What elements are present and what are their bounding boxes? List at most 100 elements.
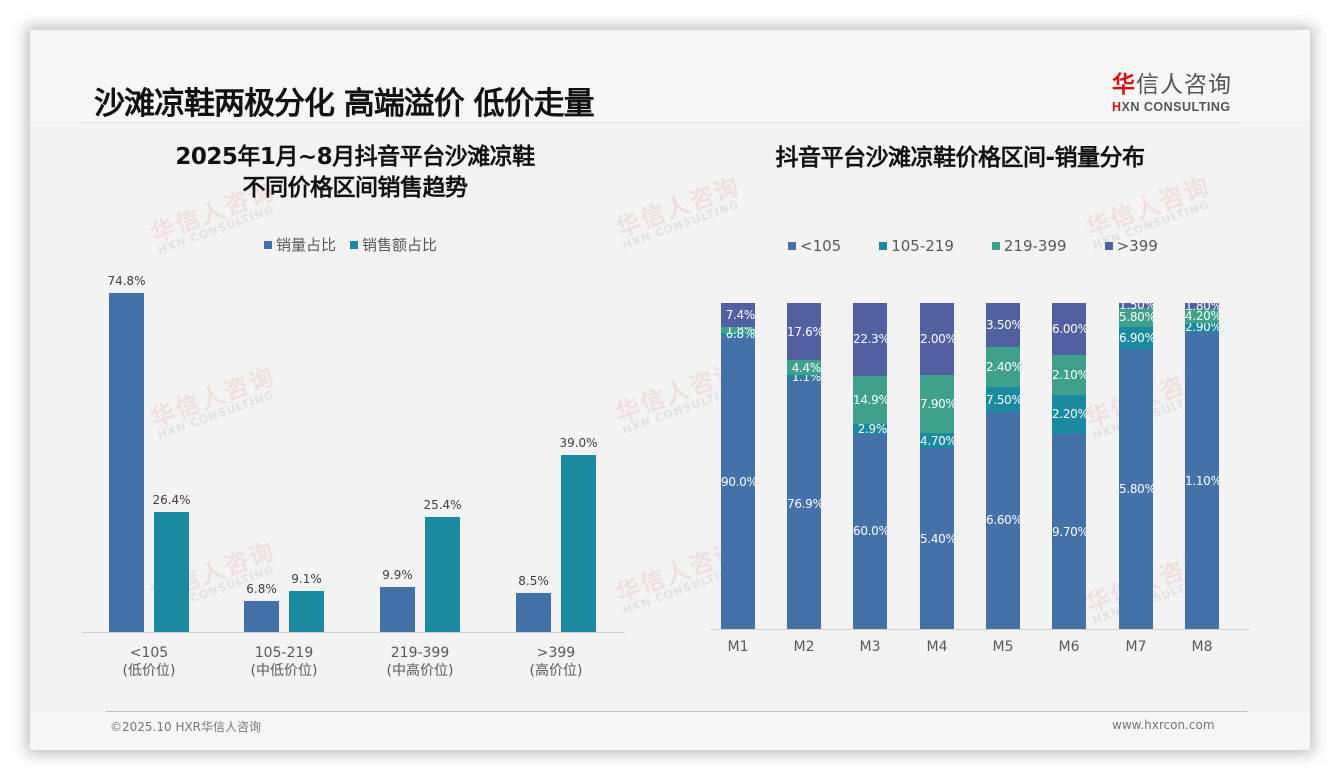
category-label-line: 105-219: [254, 645, 314, 661]
logo-text-en: XN CONSULTING: [1121, 100, 1231, 114]
segment-value-label: 60.0%: [853, 524, 887, 539]
stack-segment-gt399: [986, 303, 1020, 347]
left-chart-title-line1: 2025年1月~8月抖音平台沙滩凉鞋: [175, 144, 535, 170]
left-chart-legend: 销量占比 销售额占比: [264, 234, 451, 255]
segment-value-label: 7.4%: [725, 308, 755, 323]
legend-swatch-icon: [1104, 242, 1113, 250]
watermark-text-cn: 华信人咨询: [1082, 171, 1214, 243]
month-label: M3: [859, 639, 881, 655]
stack-segment-219-399: [1119, 307, 1153, 327]
slide: 沙滩凉鞋两极分化 高端溢价 低价走量 华信人咨询 HXN CONSULTING …: [30, 30, 1310, 750]
segment-value-label: 6.00%: [1052, 322, 1086, 337]
segment-value-label: 2.40%: [986, 360, 1020, 375]
category-label-line: (高价位): [529, 663, 583, 679]
stack-segment-gt399: [1185, 303, 1219, 309]
segment-value-label: 17.6%: [787, 324, 821, 339]
stack-segment-219-399: [787, 360, 821, 375]
segment-value-label: 2.9%: [857, 421, 887, 436]
legend-item-sales-volume: 销量占比: [264, 234, 336, 255]
month-label: M5: [992, 639, 1014, 655]
stack-segment-219-399: [721, 327, 755, 333]
left-chart-title: 2025年1月~8月抖音平台沙滩凉鞋 不同价格区间销售趋势: [120, 142, 590, 204]
legend-label: >399: [1116, 237, 1158, 255]
segment-value-label: 90.0%: [721, 475, 755, 490]
header-background: [30, 30, 1310, 122]
segment-value-label: 5.80%: [1119, 310, 1153, 325]
segment-value-label: 4.70%: [920, 433, 954, 448]
watermark-text-cn: 华信人咨询: [147, 361, 279, 433]
segment-value-label: 76.9%: [787, 496, 821, 511]
legend-label: 105-219: [891, 237, 954, 255]
stack-segment-lt105: [1185, 332, 1219, 629]
category-label-line: 219-399: [390, 645, 450, 661]
segment-value-label: 1.80%: [1185, 298, 1219, 313]
month-label: M8: [1191, 639, 1213, 655]
stack-segment-gt399: [1052, 303, 1086, 356]
legend-item-219-399: 219-399: [991, 237, 1067, 255]
legend-swatch-icon: [264, 240, 272, 249]
stack-segment-lt105: [721, 335, 755, 629]
category-label: >399 (高价位): [496, 644, 616, 680]
stack-segment-gt399: [787, 303, 821, 361]
legend-label: 219-399: [1003, 237, 1067, 255]
bar-value-label: 25.4%: [423, 497, 462, 512]
segment-value-label: 1.50%: [1119, 298, 1153, 313]
segment-value-label: 2.90%: [1185, 320, 1219, 335]
bar-value-label: 74.8%: [107, 274, 146, 288]
segment-value-label: 2.10%: [1052, 367, 1086, 382]
legend-item-105-219: 105-219: [879, 237, 954, 255]
stack-segment-gt399: [721, 303, 755, 328]
segment-value-label: 2.00%: [920, 331, 954, 346]
month-label: M2: [793, 639, 815, 655]
bar-sales-volume: [516, 593, 551, 632]
stack-segment-lt105: [787, 378, 821, 629]
stack-segment-219-399: [1052, 355, 1086, 395]
stack-segment-lt105: [986, 411, 1020, 629]
watermark-text-en: HXN CONSULTING: [620, 197, 742, 253]
legend-swatch-icon: [350, 240, 359, 249]
bar-value-label: 6.8%: [246, 582, 277, 597]
header-divider: [80, 122, 1240, 123]
bar-value-label: 8.5%: [518, 574, 549, 589]
stack-segment-105-219: [1119, 326, 1153, 350]
bar-value-label: 9.1%: [291, 571, 322, 586]
legend-item-sales-amount: 销售额占比: [350, 234, 437, 255]
stack-segment-gt399: [1119, 303, 1153, 308]
segment-value-label: 3.50%: [986, 318, 1020, 332]
bar-value-label: 39.0%: [559, 436, 598, 451]
stack-segment-105-219: [1185, 322, 1219, 332]
footer-website: www.hxrcon.com: [1112, 718, 1215, 732]
logo-text-cn: 信人咨询: [1136, 72, 1232, 98]
right-chart-legend: <105 105-219 219-399 >399: [788, 237, 1172, 255]
legend-swatch-icon: [879, 242, 888, 250]
segment-value-label: 1.10%: [1185, 473, 1219, 488]
stack-segment-105-219: [787, 374, 821, 379]
segment-value-label: 6.60%: [986, 513, 1020, 528]
category-label-line: (中高价位): [386, 663, 454, 679]
legend-label: <105: [800, 237, 842, 255]
bar-value-label: 9.9%: [382, 568, 413, 583]
segment-value-label: 14.9%: [853, 392, 887, 407]
x-axis-line: [710, 629, 1250, 630]
category-label: <105 (低价位): [89, 644, 209, 680]
month-label: M1: [727, 639, 749, 655]
segment-value-label: 7.90%: [920, 396, 954, 411]
stack-segment-105-219: [920, 433, 954, 449]
stack-segment-219-399: [853, 375, 887, 425]
stack-segment-gt399: [853, 303, 887, 376]
category-label-line: (低价位): [122, 663, 176, 679]
page-title: 沙滩凉鞋两极分化 高端溢价 低价走量: [94, 86, 595, 122]
segment-value-label: 5.40%: [920, 531, 954, 546]
segment-value-label: 2.20%: [1052, 407, 1086, 422]
category-label: 105-219 (中低价位): [224, 644, 344, 680]
bar-sales-volume: [109, 293, 144, 632]
bar-sales-volume: [380, 587, 415, 632]
category-label-line: >399: [536, 645, 576, 661]
stack-segment-219-399: [920, 374, 954, 434]
right-chart-title: 抖音平台沙滩凉鞋价格区间-销量分布: [775, 145, 1145, 171]
brand-logo: 华信人咨询 HXN CONSULTING: [1112, 65, 1242, 114]
segment-value-label: 9.70%: [1052, 524, 1086, 539]
segment-value-label: 4.20%: [1185, 308, 1219, 323]
